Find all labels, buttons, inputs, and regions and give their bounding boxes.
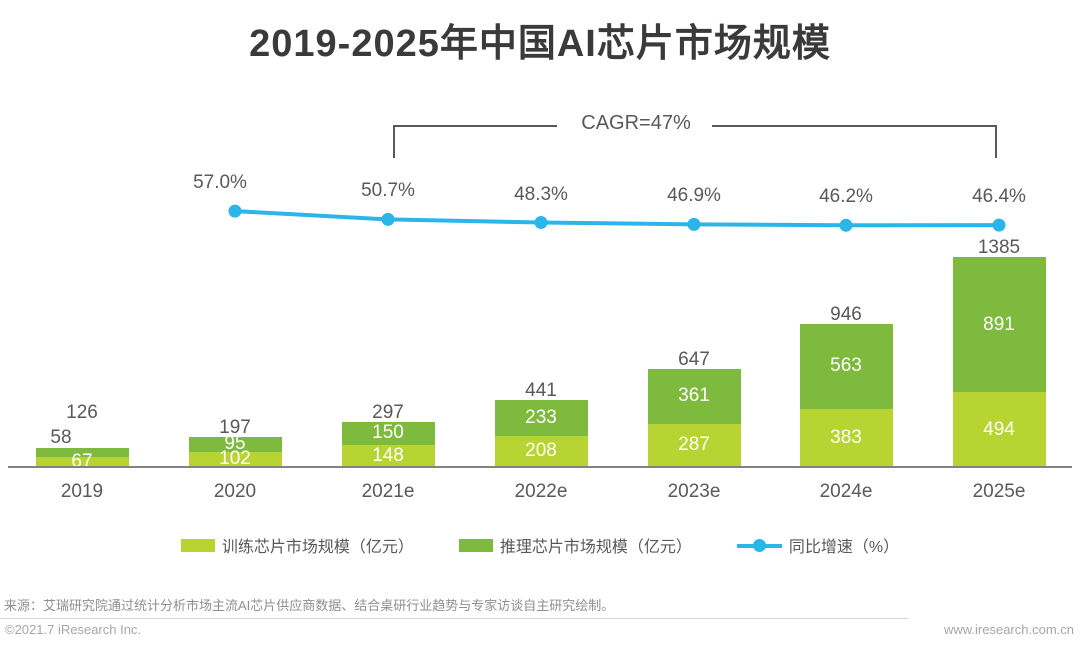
legend-label-train: 训练芯片市场规模（亿元） [221, 539, 414, 556]
growth-point-marker [228, 204, 242, 218]
cagr-label: CAGR=47% [581, 112, 691, 134]
train-series-swatch-icon [180, 538, 215, 552]
growth-percent-label: 46.9% [667, 185, 721, 207]
cagr-bracket-right-line [712, 125, 997, 127]
x-axis-label: 2024e [819, 481, 873, 502]
footer-divider [0, 618, 908, 619]
growth-point-marker [381, 212, 395, 226]
inference-value-label: 891 [983, 313, 1015, 335]
cagr-bracket-left-tick [393, 125, 395, 158]
total-value-label: 297 [372, 401, 404, 423]
bar-segment-train [341, 444, 435, 467]
bar-segment-train [952, 392, 1046, 467]
legend-label-growth: 同比增速（%） [788, 539, 900, 556]
bar-segment-inference [952, 257, 1046, 393]
chart-title: 2019-2025年中国AI芯片市场规模 [249, 23, 831, 65]
total-value-label: 647 [678, 348, 710, 370]
total-value-label: 946 [830, 303, 862, 325]
train-value-label: 102 [219, 448, 251, 470]
x-axis-label: 2025e [972, 481, 1026, 502]
inference-series-swatch-icon [458, 538, 493, 552]
bar-segment-train [494, 435, 588, 467]
footer-website: www.iresearch.com.cn [943, 622, 1074, 637]
legend: 训练芯片市场规模（亿元） 推理芯片市场规模（亿元） 同比增速（%） [0, 533, 1080, 557]
x-axis-line [8, 466, 1072, 468]
bar-segment-train [799, 409, 893, 467]
growth-percent-label: 48.3% [514, 183, 568, 205]
growth-line-dot-icon [736, 538, 782, 552]
bar-segment-inference [494, 400, 588, 436]
legend-item-growth: 同比增速（%） [736, 533, 900, 557]
legend-item-inference: 推理芯片市场规模（亿元） [458, 533, 692, 557]
x-axis-label: 2021e [361, 481, 415, 502]
source-note: 来源：艾瑞研究院通过统计分析市场主流AI芯片供应商数据、结合桌研行业趋势与专家访… [4, 595, 658, 619]
inference-value-label: 361 [678, 385, 710, 407]
bar-segment-train [647, 423, 741, 467]
footer-copyright: ©2021.7 iResearch Inc. [5, 622, 142, 637]
x-axis-label: 2020 [213, 481, 257, 502]
bar-segment-inference [647, 368, 741, 424]
total-value-label: 441 [525, 380, 557, 402]
total-value-label: 126 [66, 402, 98, 424]
inference-value-label: 95 [224, 433, 246, 455]
legend-item-train: 训练芯片市场规模（亿元） [180, 533, 414, 557]
growth-point-marker [992, 218, 1006, 232]
cagr-bracket-right-tick [995, 125, 997, 158]
growth-line [234, 209, 1000, 228]
growth-percent-label: 46.2% [819, 186, 873, 208]
x-axis-label: 2022e [514, 481, 568, 502]
inference-value-label: 150 [372, 422, 404, 444]
bar-segment-inference [799, 323, 893, 410]
cagr-bracket-left-line [393, 125, 557, 127]
bar-segment-train [188, 451, 282, 467]
growth-point-marker [839, 218, 853, 232]
inference-value-label: 233 [525, 406, 557, 428]
total-value-label: 197 [219, 417, 251, 439]
inference-value-label: 563 [830, 355, 862, 377]
bar-segment-inference [341, 421, 435, 445]
bar-segment-inference [188, 437, 282, 452]
bar-segment-train [35, 456, 129, 467]
train-value-label: 148 [372, 444, 404, 466]
growth-percent-label: 46.4% [972, 186, 1026, 208]
train-value-label: 67 [71, 450, 93, 472]
growth-percent-label: 50.7% [361, 180, 415, 202]
train-value-label: 383 [830, 427, 862, 449]
total-value-label: 1385 [977, 237, 1021, 259]
x-axis-label: 2023e [667, 481, 721, 502]
x-axis-label: 2019 [60, 481, 104, 502]
bar-segment-inference [35, 448, 129, 457]
inference-value-label: 58 [50, 427, 72, 449]
train-value-label: 208 [525, 440, 557, 462]
train-value-label: 287 [678, 434, 710, 456]
train-value-label: 494 [983, 418, 1015, 440]
growth-point-marker [534, 216, 548, 229]
growth-point-marker [687, 217, 701, 231]
growth-percent-label: 57.0% [193, 172, 247, 194]
legend-label-inference: 推理芯片市场规模（亿元） [499, 539, 692, 556]
